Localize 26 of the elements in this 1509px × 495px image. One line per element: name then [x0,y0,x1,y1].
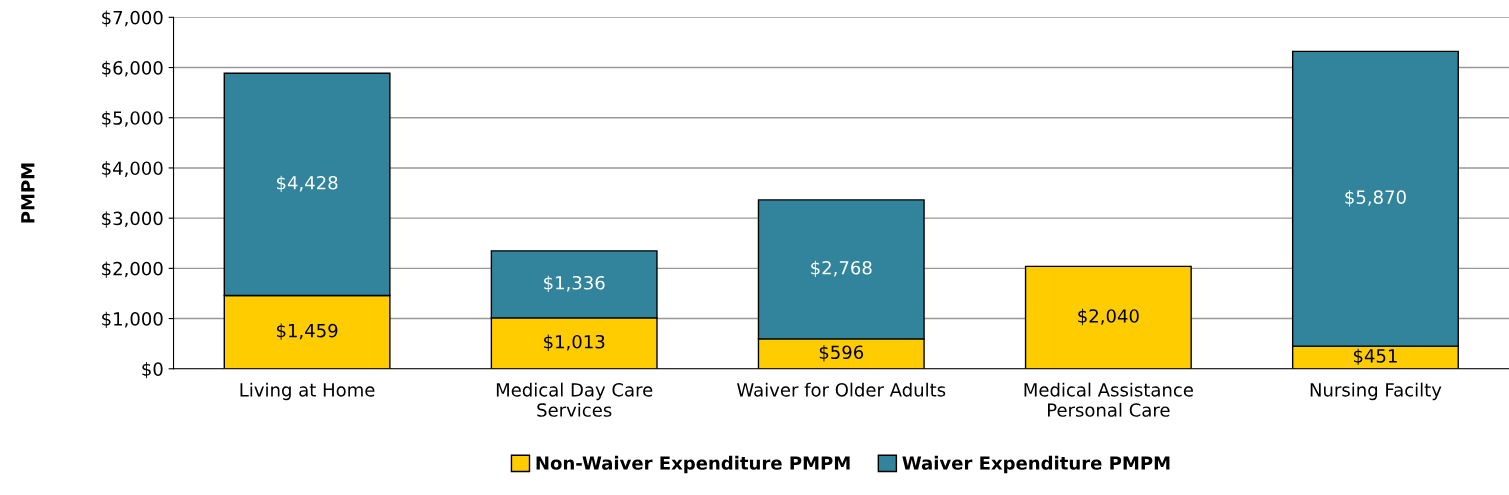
x-tick-label: Waiver for Older Adults [737,382,946,397]
legend-label: Non-Waiver Expenditure PMPM [536,455,850,474]
x-tick-label: Medical Day Care Services [496,382,653,417]
y-tick-label: $0 [142,361,163,379]
x-tick-label: Nursing Facilty [1310,382,1442,401]
data-label: $5,870 [1345,190,1406,207]
y-tick-label: $7,000 [102,10,163,27]
data-label: $451 [1353,348,1397,366]
bar [1024,265,1192,369]
x-tick-label: Living at Home [240,382,375,401]
y-tick-label: $6,000 [102,60,163,78]
data-label: $2,040 [1078,308,1139,326]
y-tick-label: $1,000 [102,311,163,329]
data-label: $1,336 [544,275,605,293]
data-label: $1,459 [276,323,338,340]
legend-label: Waiver Expenditure PMPM [902,455,1170,474]
y-axis-title: PMPM [21,163,35,223]
y-tick-label: $5,000 [102,110,163,128]
x-tick-label: Medical Assistance Personal Care [1024,382,1193,417]
y-tick-label: $4,000 [102,161,163,178]
data-label: $596 [819,345,864,362]
y-tick-label: $3,000 [102,211,163,228]
data-label: $4,428 [276,175,338,192]
data-label: $1,013 [544,334,605,351]
y-tick-label: $2,000 [102,261,163,278]
data-label: $2,768 [811,260,872,277]
